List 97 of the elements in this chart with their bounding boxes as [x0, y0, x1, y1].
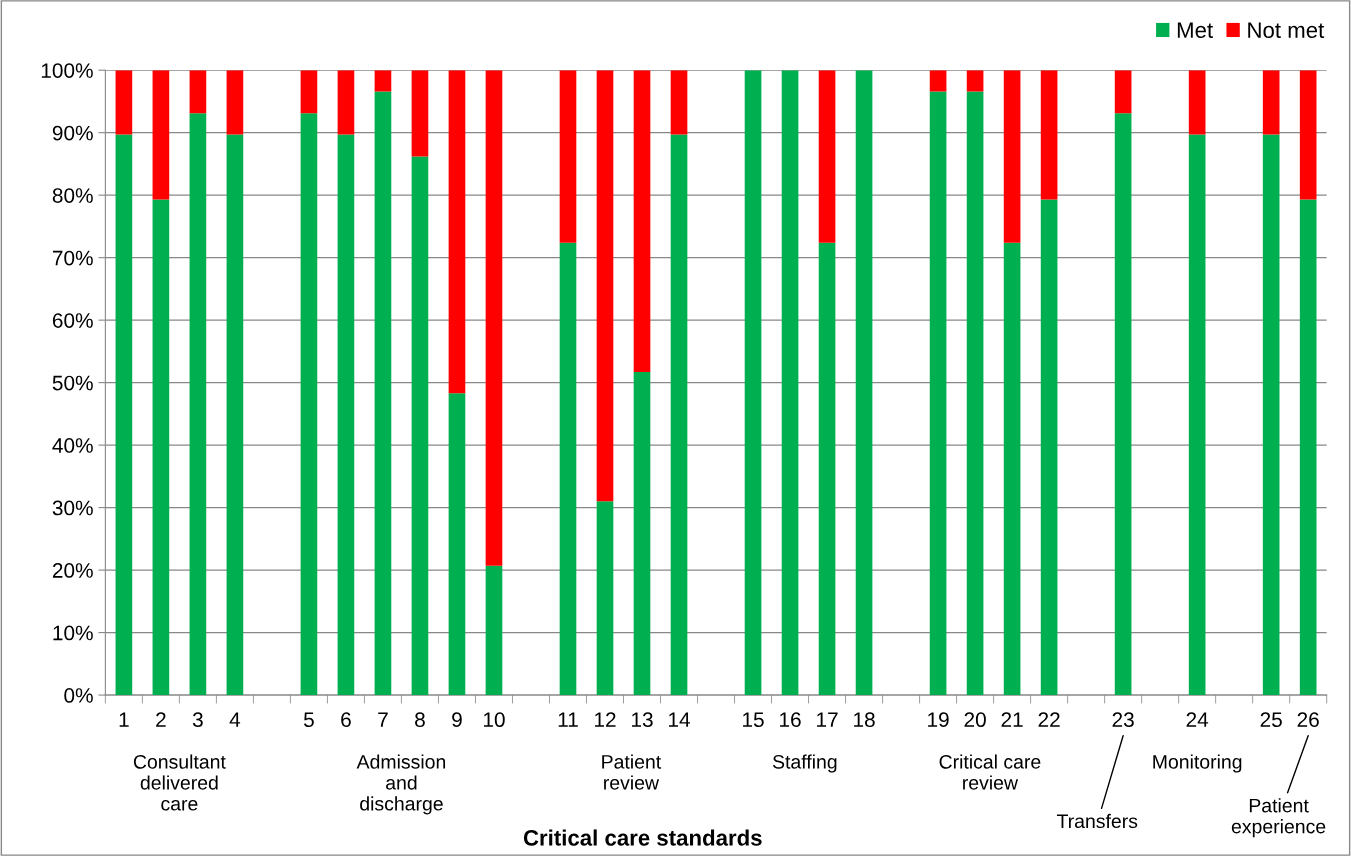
bar [670, 134, 688, 696]
y-tick-label: 20% [52, 563, 93, 578]
x-tick-label: 19 [928, 712, 949, 728]
y-tick-label: 70% [52, 250, 93, 266]
bar [152, 199, 170, 696]
x-tick-label: 18 [854, 712, 875, 728]
x-tick-label: 15 [743, 712, 764, 728]
bar [189, 70, 207, 114]
y-tick-label: 60% [52, 313, 93, 328]
y-tick-label: 50% [52, 375, 93, 391]
x-tick-label: 9 [452, 712, 462, 728]
text: Patient experience [1231, 798, 1326, 838]
bar [818, 242, 836, 696]
x-tick-label: 3 [192, 712, 203, 728]
text: Consultant delivered care [133, 754, 226, 811]
legend-label: Not met [1248, 22, 1325, 39]
text: Transfers [1056, 813, 1138, 829]
bar [1003, 70, 1021, 243]
text: Patient review [602, 754, 662, 790]
bar [1262, 134, 1280, 696]
bar [559, 70, 577, 243]
bar [337, 70, 355, 135]
bar [1299, 70, 1317, 200]
text: Admission and discharge [356, 754, 446, 815]
y-tick-label: 10% [53, 625, 93, 641]
bar [670, 70, 688, 135]
bar [374, 70, 392, 92]
y-tick-label: 40% [52, 438, 93, 453]
x-tick-label: 11 [558, 712, 578, 727]
bar [633, 372, 651, 696]
x-tick-label: 7 [378, 712, 388, 727]
bar [855, 70, 873, 696]
bar [781, 70, 799, 696]
bar [818, 70, 836, 243]
bar [1262, 70, 1280, 135]
bar [411, 156, 429, 696]
bar [1188, 70, 1206, 135]
y-tick-label: 100% [41, 63, 93, 78]
x-tick-label: 25 [1260, 712, 1282, 728]
x-axis-title: Critical care standards [523, 829, 762, 846]
x-tick-label: 8 [415, 712, 425, 728]
bar [1299, 199, 1317, 696]
bar [411, 70, 429, 157]
bar [1114, 70, 1132, 114]
y-tick-label: 90% [52, 125, 93, 141]
x-tick-label: 16 [780, 712, 801, 728]
legend-label: Met [1177, 22, 1213, 39]
x-tick-label: 23 [1112, 712, 1134, 728]
x-tick-label: 12 [595, 712, 616, 727]
x-tick-label: 1 [119, 712, 129, 727]
bar [448, 393, 466, 696]
bar [1040, 70, 1058, 200]
bar [226, 134, 244, 696]
bar [115, 70, 133, 135]
bar [1114, 113, 1132, 696]
text: Staffing [772, 754, 837, 773]
bar [929, 91, 947, 696]
x-tick-label: 10 [483, 712, 505, 728]
x-tick-label: 22 [1038, 712, 1060, 727]
x-tick-label: 20 [964, 712, 986, 728]
bar [966, 70, 984, 92]
bar [448, 70, 466, 394]
text: Critical care review [939, 754, 1041, 790]
x-tick-label: 4 [229, 712, 241, 727]
x-tick-label: 24 [1186, 712, 1209, 727]
bar [300, 70, 318, 114]
text: Monitoring [1153, 754, 1242, 773]
bar [300, 113, 318, 696]
bar [744, 70, 762, 696]
bar [1003, 242, 1021, 696]
x-tick-label: 5 [303, 712, 314, 728]
x-tick-label: 21 [1001, 712, 1023, 727]
x-tick-label: 6 [341, 712, 351, 728]
bar [966, 91, 984, 696]
bar [189, 113, 207, 696]
bar [596, 501, 614, 696]
y-tick-label: 30% [52, 500, 93, 516]
bar [633, 70, 651, 373]
x-tick-label: 2 [156, 712, 166, 727]
y-tick-label: 80% [52, 188, 93, 203]
bar [596, 70, 614, 502]
bar [559, 242, 577, 696]
x-tick-label: 13 [632, 712, 653, 728]
bar [485, 70, 503, 566]
bar [374, 91, 392, 696]
bar [152, 70, 170, 200]
bar [115, 134, 133, 696]
bar [226, 70, 244, 135]
bar [337, 134, 355, 696]
bar [1188, 134, 1206, 696]
y-tick-label: 0% [64, 688, 93, 703]
bar [485, 565, 503, 696]
bar [929, 70, 947, 92]
x-tick-label: 26 [1297, 712, 1319, 728]
bar [1040, 199, 1058, 696]
x-tick-label: 17 [817, 712, 838, 727]
x-tick-label: 14 [669, 712, 690, 727]
